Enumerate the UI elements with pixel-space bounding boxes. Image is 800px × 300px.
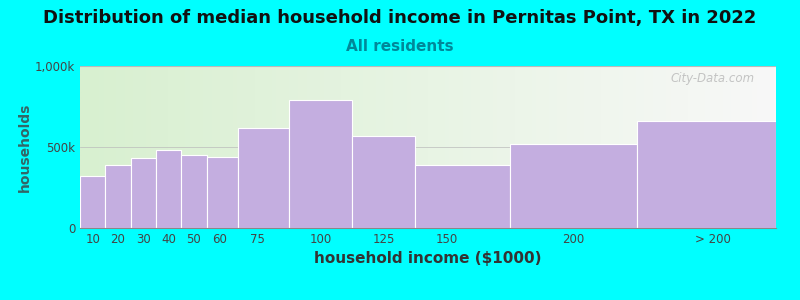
- Bar: [238, 128, 289, 228]
- Bar: [156, 150, 182, 228]
- Bar: [106, 165, 130, 228]
- Bar: [510, 144, 637, 228]
- Bar: [352, 136, 415, 228]
- Bar: [289, 100, 352, 228]
- Text: All residents: All residents: [346, 39, 454, 54]
- Bar: [80, 176, 106, 228]
- Bar: [206, 157, 238, 228]
- Text: City-Data.com: City-Data.com: [671, 73, 755, 85]
- X-axis label: household income ($1000): household income ($1000): [314, 251, 542, 266]
- Text: Distribution of median household income in Pernitas Point, TX in 2022: Distribution of median household income …: [43, 9, 757, 27]
- Y-axis label: households: households: [18, 102, 32, 192]
- Bar: [637, 121, 776, 228]
- Bar: [415, 165, 510, 228]
- Bar: [182, 155, 206, 228]
- Bar: [130, 158, 156, 228]
